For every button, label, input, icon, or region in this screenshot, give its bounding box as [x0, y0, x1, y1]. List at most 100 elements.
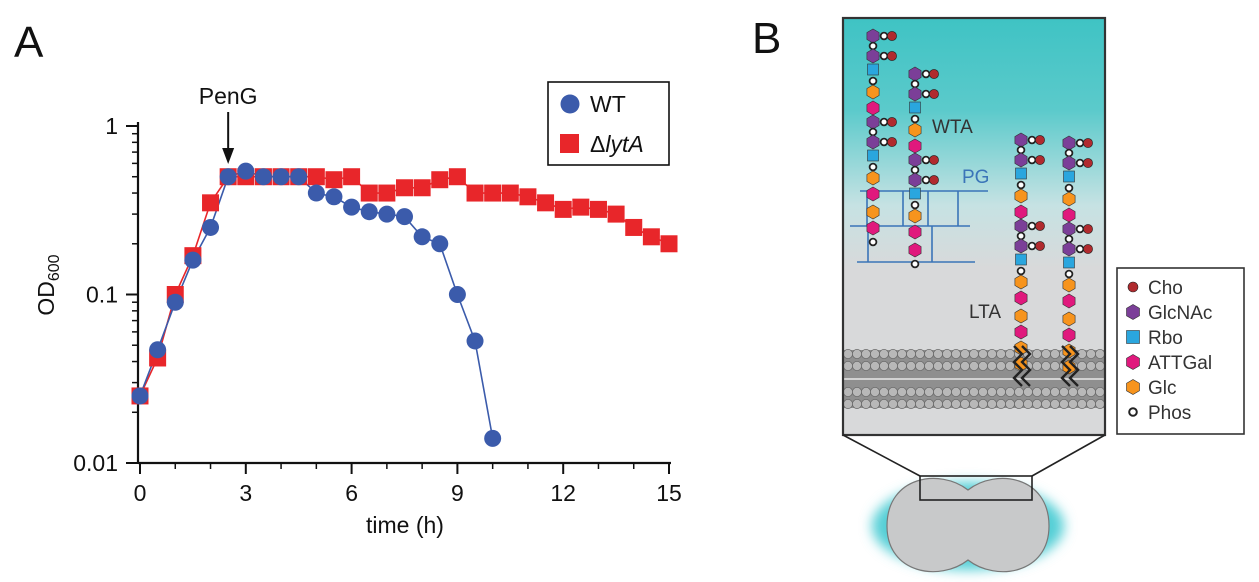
phosphate — [921, 155, 931, 165]
phosphate — [910, 114, 920, 124]
glc-unit — [1014, 308, 1028, 324]
lipid-head — [1086, 398, 1097, 409]
phosphate — [921, 175, 931, 185]
lipid-head — [897, 360, 908, 371]
rbo-unit — [1063, 256, 1075, 269]
wt-point — [466, 332, 484, 350]
label-wta: WTA — [932, 117, 973, 138]
lipid-head — [924, 386, 935, 397]
lipid-head — [1077, 398, 1088, 409]
lipid-head — [1077, 386, 1088, 397]
lipid-head — [1005, 398, 1016, 409]
phosphate — [1064, 234, 1074, 244]
attgal-unit — [866, 220, 880, 236]
lyta-point — [607, 205, 625, 223]
lyta-point — [519, 188, 537, 206]
lipid-head — [843, 348, 854, 359]
legend-label-lyta-italic: lytA — [605, 131, 643, 157]
lipid-head — [1041, 348, 1052, 359]
glcnac-unit — [1062, 155, 1076, 171]
legend-text-rbo: Rbo — [1148, 328, 1183, 349]
lipid-head — [1095, 398, 1106, 409]
lipid-head — [960, 348, 971, 359]
label-pg: PG — [962, 167, 989, 188]
lipid-head — [942, 348, 953, 359]
y-axis-label-sub: 600 — [46, 254, 63, 281]
lipid-head — [933, 360, 944, 371]
phosphate — [868, 237, 878, 247]
legend: WT ΔlytA — [547, 81, 670, 166]
glc-unit — [866, 204, 880, 220]
lipid-head — [951, 398, 962, 409]
lipid-head — [1041, 360, 1052, 371]
lipid-head — [843, 360, 854, 371]
glcnac-unit — [1014, 152, 1028, 168]
series-line-wt — [139, 170, 494, 439]
wt-point — [272, 168, 290, 186]
phosphate — [910, 165, 920, 175]
rbo-unit — [867, 149, 879, 162]
phosphate — [879, 117, 889, 127]
lipid-head — [1041, 398, 1052, 409]
x-ticks: 0 3 6 9 12 15 — [134, 463, 682, 506]
glc-unit — [866, 84, 880, 100]
legend-label-lyta: ΔlytA — [590, 131, 644, 157]
lipid-head — [924, 398, 935, 409]
lipid-head — [1014, 386, 1025, 397]
attgal-unit — [866, 186, 880, 202]
lipid-head — [933, 348, 944, 359]
lipid-head — [888, 348, 899, 359]
lipid-head — [978, 386, 989, 397]
rbo-unit — [909, 187, 921, 200]
choline — [1035, 241, 1045, 251]
phosphate — [1075, 138, 1085, 148]
x-tick-label: 15 — [656, 480, 682, 506]
phosphate — [868, 127, 878, 137]
attgal-unit — [1062, 327, 1076, 343]
wt-point — [254, 168, 272, 186]
wt-point — [325, 188, 343, 206]
lyta-point — [413, 179, 431, 197]
lyta-point — [448, 168, 466, 186]
wta-chain-1 — [866, 28, 897, 247]
rbo-unit — [1015, 253, 1027, 266]
glcnac-unit — [908, 86, 922, 102]
lipid-head — [906, 398, 917, 409]
glcnac-unit — [1014, 238, 1028, 254]
phosphate — [1016, 180, 1026, 190]
y-axis-label-main: OD — [33, 281, 59, 316]
lipid-head — [843, 398, 854, 409]
lipid-head — [987, 386, 998, 397]
attgal-unit — [908, 224, 922, 240]
series-layer — [131, 162, 678, 447]
lipid-head — [996, 360, 1007, 371]
lipid-head — [1005, 386, 1016, 397]
rbo-unit — [1015, 167, 1027, 180]
lipid-head — [987, 360, 998, 371]
wt-point — [360, 203, 378, 221]
phosphate — [868, 76, 878, 86]
lipid-head — [1041, 386, 1052, 397]
lipid-head — [1050, 386, 1061, 397]
panel-a-label: A — [14, 18, 44, 67]
attgal-unit — [1014, 290, 1028, 306]
lipid-head — [861, 398, 872, 409]
lipid-head — [888, 398, 899, 409]
legend-label-wt: WT — [590, 91, 626, 117]
legend-text-glcnac: GlcNAc — [1148, 303, 1212, 324]
lipid-head — [879, 360, 890, 371]
y-ticks: 0.01 0.1 1 — [73, 113, 138, 476]
zoom-region — [919, 475, 1033, 501]
lyta-point — [466, 184, 484, 202]
lipid-head — [951, 360, 962, 371]
x-tick-label: 0 — [134, 480, 147, 506]
wt-point — [219, 168, 237, 186]
y-tick-label: 1 — [105, 113, 118, 139]
wt-point — [413, 228, 431, 246]
lipid-head — [897, 386, 908, 397]
lipid-head — [960, 398, 971, 409]
lta-chain-1 — [1014, 132, 1045, 372]
lyta-point — [484, 184, 502, 202]
glcnac-unit — [1062, 241, 1076, 257]
lipid-head — [861, 348, 872, 359]
